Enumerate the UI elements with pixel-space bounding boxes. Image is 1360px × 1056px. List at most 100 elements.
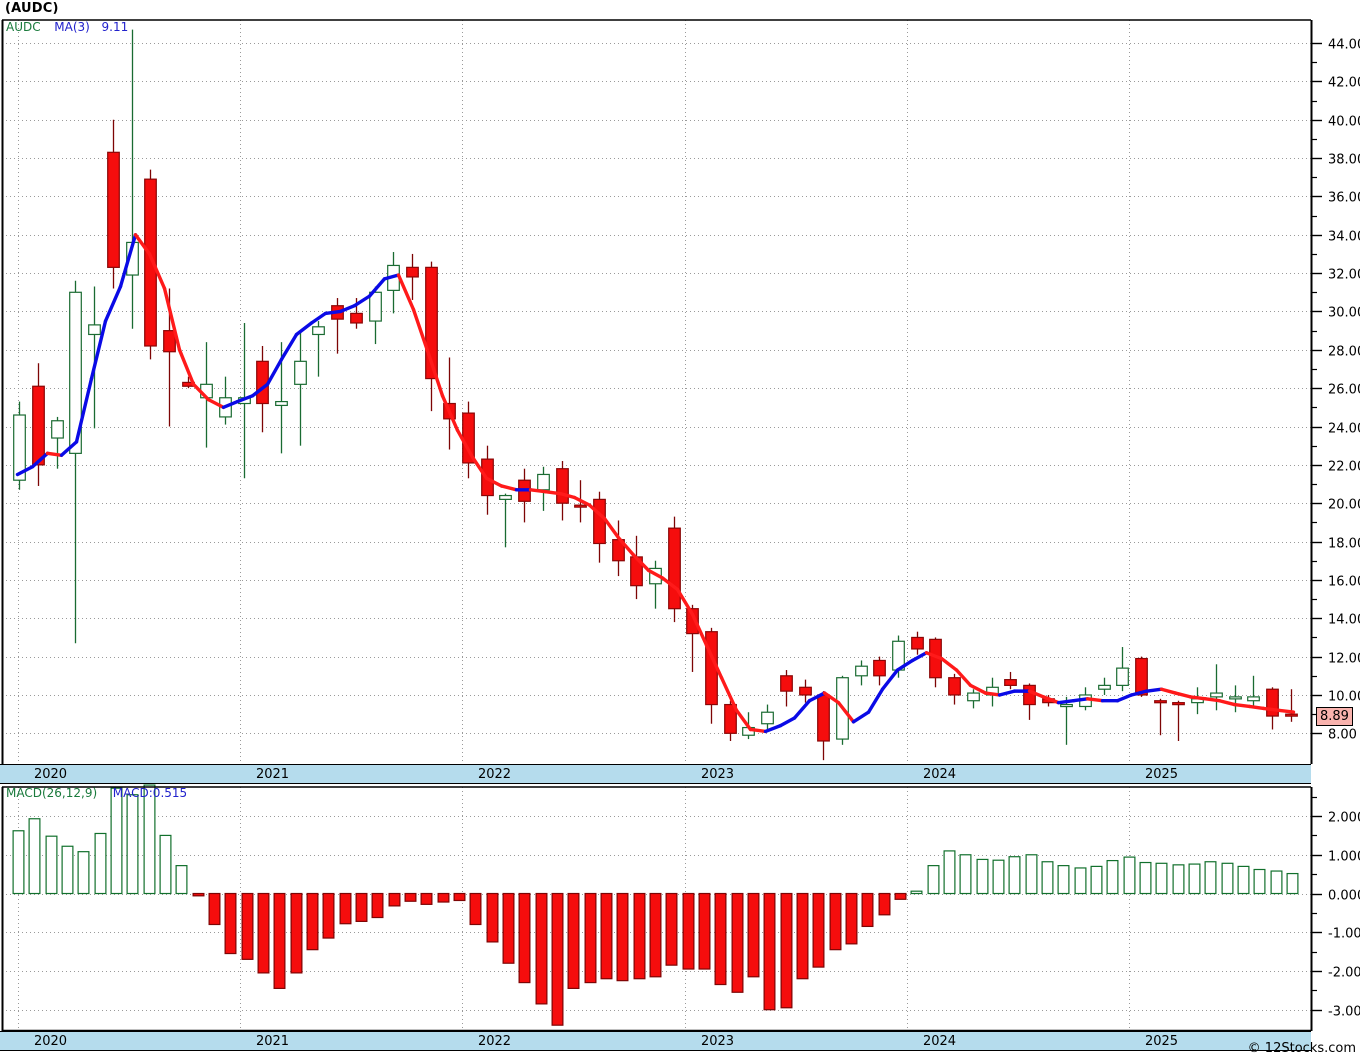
price-y-tick-label: 36.00 xyxy=(1328,191,1360,206)
ma3-line-segment xyxy=(954,668,973,688)
ma3-line-segment xyxy=(719,676,739,713)
ma3-line-segment xyxy=(484,476,504,488)
macd-histogram-bar xyxy=(110,787,123,895)
candlestick xyxy=(556,468,569,504)
macd-histogram-bar xyxy=(698,892,711,970)
candlestick xyxy=(612,539,625,562)
ma3-line-segment xyxy=(1115,693,1134,703)
macd-plot: 2.000 1.000 0.000 -1.000 -2.000 -3.000 xyxy=(1,784,1360,1032)
ma3-line-segment xyxy=(1071,697,1090,703)
candlestick xyxy=(705,631,718,706)
legend-macd-name: MACD(26,12,9) xyxy=(6,786,98,800)
candlestick xyxy=(275,400,288,407)
ma3-line-segment xyxy=(45,451,64,457)
candlestick xyxy=(406,266,419,278)
ma3-line-segment xyxy=(103,284,123,323)
candlestick xyxy=(312,326,325,336)
ma3-line-segment xyxy=(851,710,871,724)
candlestick xyxy=(537,473,550,491)
ma3-line-segment xyxy=(1247,704,1266,711)
legend-ma-label: MA(3) xyxy=(54,20,90,34)
candlestick xyxy=(574,504,587,508)
candlestick xyxy=(369,291,382,322)
macd-histogram-bar xyxy=(518,892,531,984)
candlestick xyxy=(1266,688,1279,717)
macd-chart-panel: 2.000 1.000 0.000 -1.000 -2.000 -3.000 MACD(2… xyxy=(0,784,1360,1032)
price-y-tick-label: 40.00 xyxy=(1328,115,1360,130)
macd-histogram-bar xyxy=(649,892,662,978)
macd-histogram-bar xyxy=(208,892,221,926)
macd-histogram-bar xyxy=(290,892,303,974)
ma3-line-segment xyxy=(1261,706,1281,713)
ma3-line-segment xyxy=(1129,689,1149,697)
candlestick xyxy=(1247,696,1260,702)
macd-histogram-bar xyxy=(731,892,744,993)
macd-histogram-bar xyxy=(1106,859,1119,895)
macd-y-tick-label: 2.000 xyxy=(1328,811,1360,826)
macd-histogram-bar xyxy=(1008,856,1021,895)
price-x-axis-band: 2020 2021 2022 2023 2024 2025 xyxy=(0,764,1311,784)
ma3-line-segment xyxy=(30,451,50,469)
candlestick xyxy=(1135,657,1148,696)
ma3-line-segment xyxy=(279,332,299,362)
macd-histogram-bar xyxy=(126,794,139,895)
macd-histogram-bar xyxy=(845,892,858,945)
price-y-tick-label: 20.00 xyxy=(1328,498,1360,513)
candlestick xyxy=(1042,698,1055,704)
macd-histogram-bar xyxy=(959,854,972,895)
macd-histogram-bar xyxy=(665,892,678,966)
ma3-line-segment xyxy=(968,683,988,695)
macd-histogram-bar xyxy=(486,892,499,943)
macd-x-tick-label: 2025 xyxy=(1144,1034,1179,1049)
candlestick xyxy=(761,711,774,725)
ma3-line-segment xyxy=(470,455,489,480)
macd-histogram-bar xyxy=(1221,862,1234,895)
macd-histogram-bar xyxy=(12,830,25,895)
macd-y-tick-label: -3.000 xyxy=(1328,1005,1360,1020)
macd-histogram-bar xyxy=(159,834,172,895)
ma3-line-segment xyxy=(1027,689,1046,699)
macd-histogram-bar xyxy=(45,835,58,895)
ma3-line-segment xyxy=(910,651,929,663)
candlestick xyxy=(780,675,793,692)
candlestick xyxy=(88,324,101,336)
ma3-line-segment xyxy=(646,568,665,580)
macd-histogram-bar xyxy=(616,892,629,982)
candlestick xyxy=(331,305,344,320)
ma3-line-segment xyxy=(1203,697,1222,703)
macd-histogram-bar xyxy=(306,892,319,951)
macd-histogram-bar xyxy=(437,892,450,903)
macd-histogram-bar xyxy=(1188,863,1201,895)
price-chart-panel: 44.00 42.00 40.00 38.00 36.00 34.00 32.00 30.00… xyxy=(0,18,1360,764)
macd-y-tick-label: 0.000 xyxy=(1328,889,1360,904)
candlestick xyxy=(518,479,531,502)
ma3-line-segment xyxy=(616,536,636,557)
price-x-tick-label: 2023 xyxy=(700,767,735,782)
ma3-line-segment xyxy=(528,488,548,494)
macd-histogram-bar xyxy=(1237,865,1250,895)
macd-y-tick-label: 1.000 xyxy=(1328,850,1360,865)
macd-histogram-bar xyxy=(1057,865,1070,895)
ma3-line-segment xyxy=(1173,691,1193,699)
macd-histogram-bar xyxy=(829,892,842,951)
macd-y-tick-label: -2.000 xyxy=(1328,966,1360,981)
ma3-line-segment xyxy=(895,658,915,672)
candlestick xyxy=(350,312,363,324)
macd-histogram-bar xyxy=(1041,861,1054,895)
candlestick xyxy=(425,266,438,380)
macd-histogram-bar xyxy=(1253,868,1266,895)
ma3-line-segment xyxy=(206,397,226,410)
ma3-line-segment xyxy=(1159,687,1178,695)
ma3-line-segment xyxy=(323,309,343,316)
candlestick xyxy=(443,402,456,420)
candlestick xyxy=(929,638,942,679)
ma3-line-segment xyxy=(133,233,152,256)
ma3-line-segment xyxy=(440,394,460,433)
macd-histogram-bar xyxy=(682,892,695,970)
candlestick xyxy=(855,665,868,677)
ma3-line-segment xyxy=(265,357,284,387)
macd-histogram-bar xyxy=(927,865,940,895)
candlestick xyxy=(1098,684,1111,690)
candlestick xyxy=(1285,713,1298,717)
macd-histogram-bar xyxy=(861,892,874,928)
